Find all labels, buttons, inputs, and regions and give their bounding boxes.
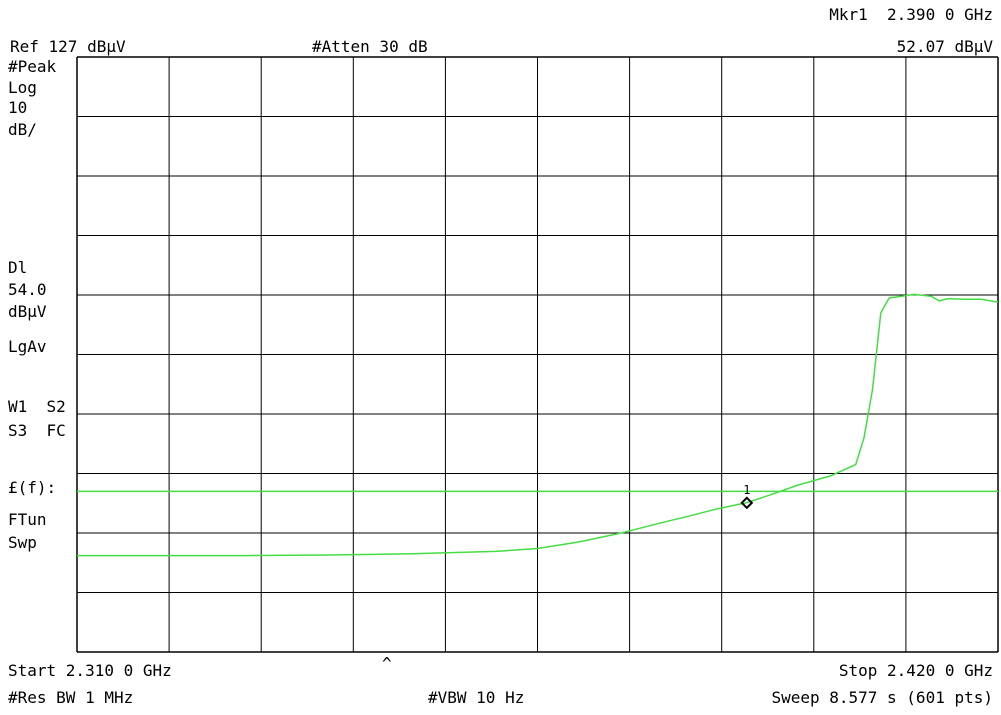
trace-states-1: W1 S2 — [8, 397, 66, 416]
sweep-mode: Swp — [8, 533, 37, 552]
sweep-time: Sweep 8.577 s (601 pts) — [771, 688, 993, 707]
function-label: £(f): — [8, 478, 57, 497]
stop-frequency: Stop 2.420 0 GHz — [838, 661, 993, 680]
display-line-label: Dl — [8, 258, 28, 277]
marker-label: 1 — [743, 483, 750, 497]
grid — [76, 56, 999, 653]
scale-type: Log — [8, 78, 37, 97]
start-frequency: Start 2.310 0 GHz — [8, 661, 172, 680]
marker-readout-frequency: Mkr1 2.390 0 GHz — [829, 5, 993, 24]
display-line-unit: dBµV — [8, 302, 47, 321]
video-bandwidth: #VBW 10 Hz — [428, 688, 525, 707]
scale-value: 10 — [8, 98, 28, 117]
function-mode: FTun — [8, 510, 47, 529]
center-indicator: ^ — [382, 654, 392, 673]
averaging-mode: LgAv — [8, 337, 47, 356]
marker-readout-level: 52.07 dBµV — [896, 37, 993, 56]
marker-diamond — [740, 496, 754, 510]
marker-1: 1 — [740, 483, 754, 510]
resolution-bandwidth: #Res BW 1 MHz — [8, 688, 134, 707]
ref-level: Ref 127 dBµV — [10, 37, 126, 56]
detector-mode: #Peak — [8, 57, 57, 76]
attenuation: #Atten 30 dB — [312, 37, 428, 56]
display-line-value: 54.0 — [8, 280, 47, 299]
scale-unit: dB/ — [8, 120, 37, 139]
trace-states-2: S3 FC — [8, 421, 66, 440]
trace-line — [77, 293, 999, 557]
